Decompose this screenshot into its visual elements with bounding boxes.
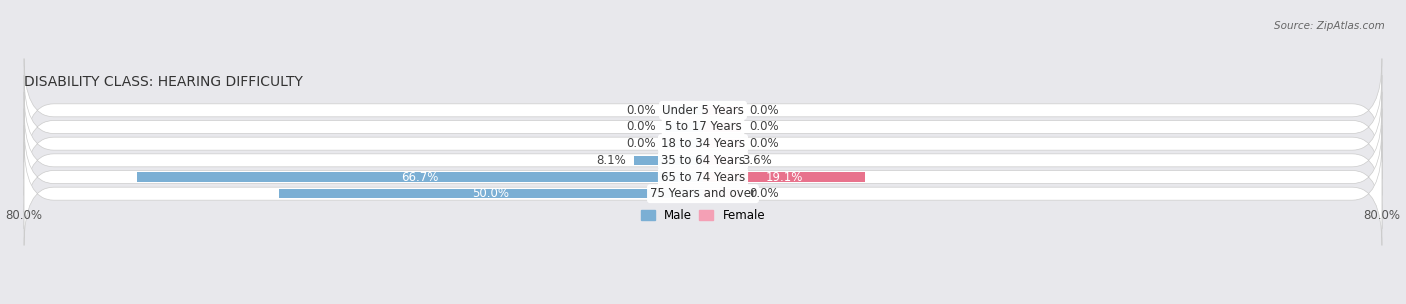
Text: 65 to 74 Years: 65 to 74 Years: [661, 171, 745, 184]
Bar: [703, 106, 741, 115]
Bar: [665, 106, 703, 115]
Text: 50.0%: 50.0%: [472, 187, 509, 200]
FancyBboxPatch shape: [24, 58, 1382, 162]
Text: 0.0%: 0.0%: [749, 104, 779, 117]
Bar: [665, 139, 703, 148]
Text: 66.7%: 66.7%: [401, 171, 439, 184]
Text: 19.1%: 19.1%: [765, 171, 803, 184]
Bar: [703, 139, 741, 148]
Bar: [703, 189, 741, 198]
Text: 0.0%: 0.0%: [749, 187, 779, 200]
Text: Source: ZipAtlas.com: Source: ZipAtlas.com: [1274, 21, 1385, 31]
Bar: [665, 123, 703, 132]
Bar: [703, 172, 865, 181]
Text: 8.1%: 8.1%: [596, 154, 626, 167]
Text: 0.0%: 0.0%: [749, 120, 779, 133]
Text: 18 to 34 Years: 18 to 34 Years: [661, 137, 745, 150]
Text: 0.0%: 0.0%: [627, 120, 657, 133]
Text: 0.0%: 0.0%: [749, 137, 779, 150]
Text: Under 5 Years: Under 5 Years: [662, 104, 744, 117]
Legend: Male, Female: Male, Female: [636, 204, 770, 227]
Bar: [278, 189, 703, 198]
FancyBboxPatch shape: [24, 125, 1382, 229]
Text: 0.0%: 0.0%: [627, 137, 657, 150]
Bar: [703, 123, 741, 132]
FancyBboxPatch shape: [24, 109, 1382, 212]
Text: 35 to 64 Years: 35 to 64 Years: [661, 154, 745, 167]
Text: 5 to 17 Years: 5 to 17 Years: [665, 120, 741, 133]
Text: 75 Years and over: 75 Years and over: [650, 187, 756, 200]
FancyBboxPatch shape: [24, 142, 1382, 246]
Bar: [136, 172, 703, 181]
Bar: [703, 156, 734, 165]
FancyBboxPatch shape: [24, 75, 1382, 179]
Bar: [634, 156, 703, 165]
Text: 0.0%: 0.0%: [627, 104, 657, 117]
Text: 3.6%: 3.6%: [742, 154, 772, 167]
FancyBboxPatch shape: [24, 92, 1382, 195]
Text: DISABILITY CLASS: HEARING DIFFICULTY: DISABILITY CLASS: HEARING DIFFICULTY: [24, 75, 302, 89]
